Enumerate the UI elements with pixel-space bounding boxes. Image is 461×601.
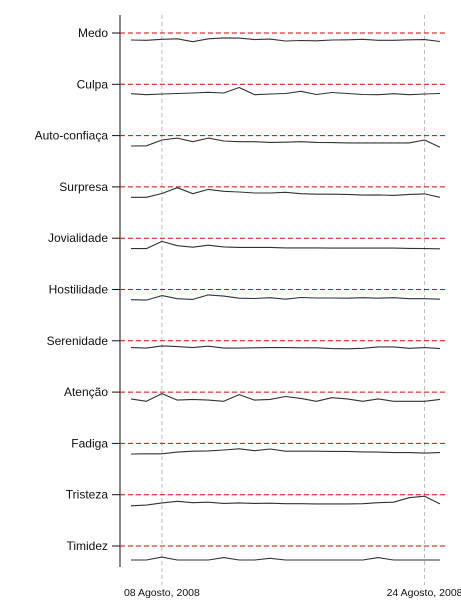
x-tick-label-1: 24 Agosto, 2008 bbox=[387, 587, 461, 599]
category-label: Medo bbox=[78, 26, 108, 40]
x-tick-label-0: 08 Agosto, 2008 bbox=[124, 587, 200, 599]
category-label: Auto-confiaça bbox=[35, 129, 109, 143]
sparkline-row-4 bbox=[131, 240, 441, 250]
sparkline-row-3 bbox=[131, 187, 441, 198]
sparkline-row-5 bbox=[130, 294, 441, 301]
category-label: Tristeza bbox=[66, 488, 109, 502]
category-label: Timidez bbox=[66, 539, 108, 553]
category-label: Serenidade bbox=[47, 334, 109, 348]
sparkline-row-6 bbox=[130, 345, 441, 350]
sparkline-row-9 bbox=[130, 495, 441, 507]
category-label: Jovialidade bbox=[48, 231, 108, 245]
sparkline-row-2 bbox=[130, 137, 441, 148]
sparkline-row-0 bbox=[130, 37, 441, 43]
category-label: Fadiga bbox=[71, 436, 108, 450]
sparkline-row-8 bbox=[130, 448, 441, 455]
sparkline-row-10 bbox=[131, 556, 440, 561]
category-label: Atenção bbox=[64, 385, 108, 399]
category-label: Culpa bbox=[77, 77, 109, 91]
category-label: Surpresa bbox=[59, 180, 108, 194]
sparkline-row-1 bbox=[130, 86, 441, 96]
sparkline-row-7 bbox=[130, 393, 441, 402]
category-label: Hostilidade bbox=[49, 283, 109, 297]
